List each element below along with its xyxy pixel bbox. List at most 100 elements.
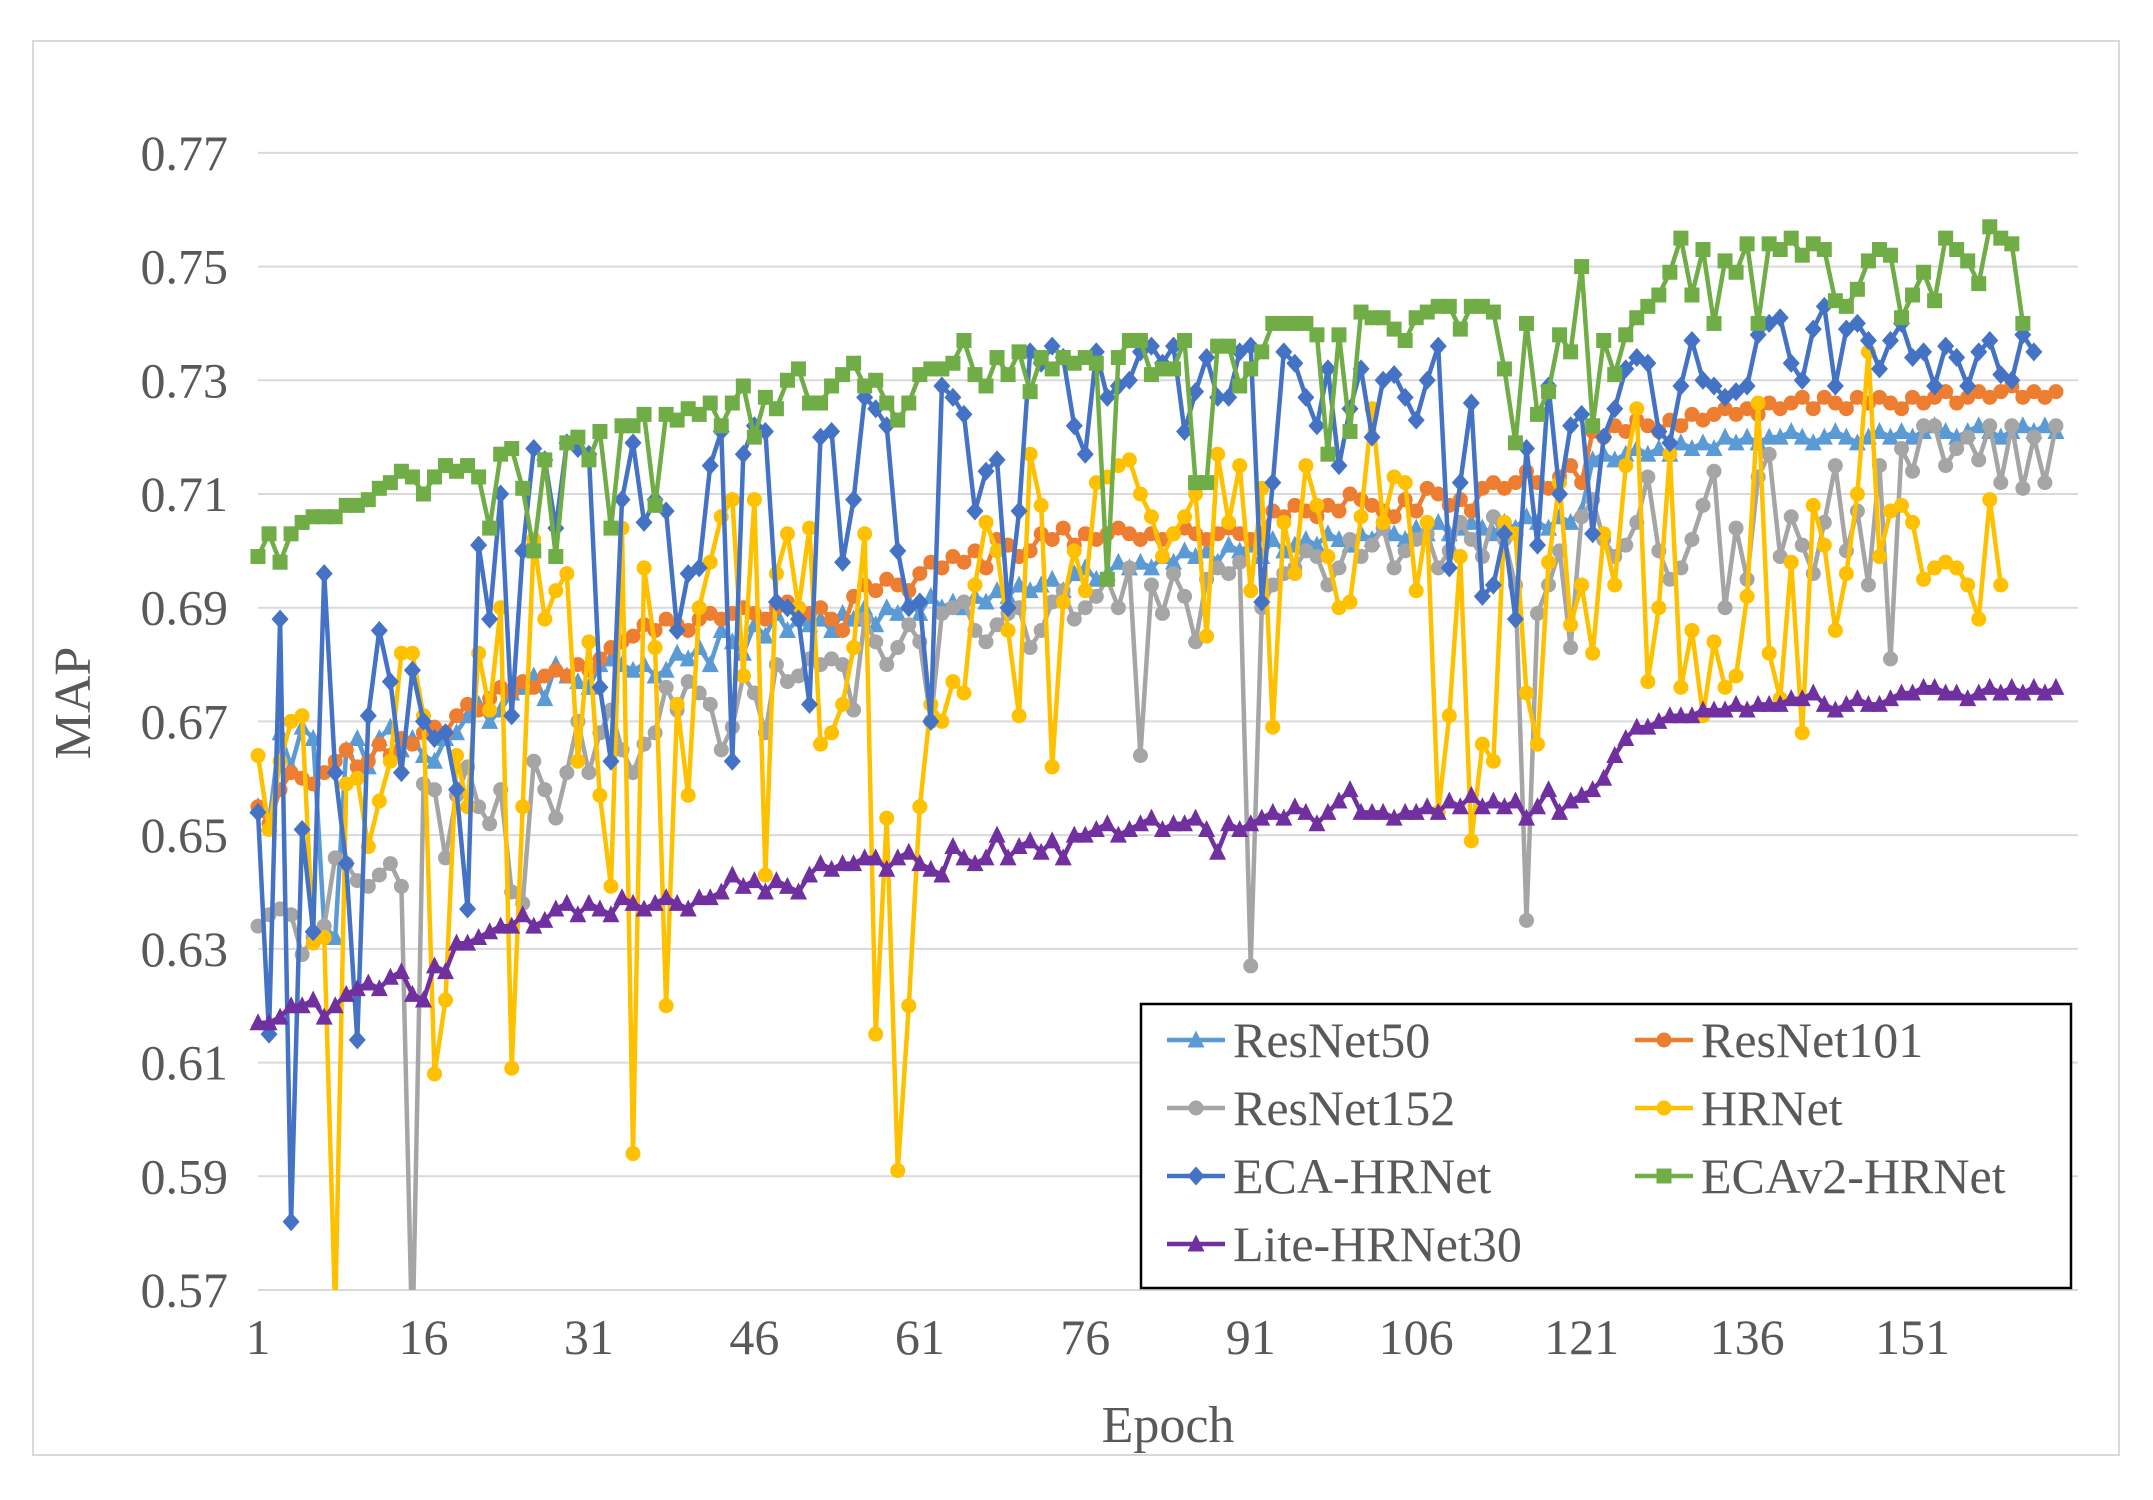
data-point xyxy=(349,770,365,786)
data-point xyxy=(1330,791,1348,809)
legend-label: ECA-HRNet xyxy=(1233,1148,1491,1204)
data-point xyxy=(1419,514,1435,530)
data-point xyxy=(1739,588,1755,604)
data-point xyxy=(459,899,477,919)
data-point xyxy=(701,888,719,906)
data-point xyxy=(1419,480,1435,496)
data-point xyxy=(460,696,476,712)
data-point xyxy=(1993,577,2009,593)
data-point xyxy=(835,696,851,712)
data-point xyxy=(1541,480,1557,496)
data-point xyxy=(326,927,344,945)
data-point xyxy=(922,859,940,877)
data-point xyxy=(315,564,333,584)
data-point xyxy=(756,626,774,644)
data-point xyxy=(934,713,950,729)
data-point xyxy=(569,905,587,923)
data-point xyxy=(823,421,841,441)
data-point xyxy=(1375,310,1391,326)
data-point xyxy=(404,469,420,485)
data-point xyxy=(1033,497,1049,513)
data-point xyxy=(690,558,708,578)
data-point xyxy=(328,1305,343,1320)
data-point xyxy=(1640,674,1656,690)
data-point xyxy=(1507,435,1523,451)
data-point xyxy=(1982,389,1998,405)
data-point xyxy=(813,395,829,411)
data-point xyxy=(1673,418,1689,434)
data-point xyxy=(901,998,917,1014)
data-point xyxy=(834,854,852,872)
data-point xyxy=(1716,700,1734,718)
data-point xyxy=(1970,416,1988,434)
data-point xyxy=(955,404,973,424)
data-point xyxy=(1011,708,1027,724)
data-point xyxy=(835,657,851,673)
data-point xyxy=(1904,683,1922,701)
data-point xyxy=(778,876,796,894)
data-point xyxy=(1948,683,1966,701)
legend-item-ecav2-hrnet: ECAv2-HRNet xyxy=(1635,1148,2006,1204)
data-point xyxy=(1496,514,1512,530)
data-point xyxy=(1518,912,1534,928)
data-point xyxy=(381,967,399,985)
data-point xyxy=(1220,814,1238,832)
data-point xyxy=(1815,694,1833,712)
data-point xyxy=(1640,298,1656,314)
data-point xyxy=(1838,566,1854,582)
data-point xyxy=(1287,566,1303,582)
data-point xyxy=(1882,651,1898,667)
data-point xyxy=(1286,353,1304,373)
data-point xyxy=(481,609,499,629)
data-point xyxy=(1088,355,1104,371)
data-point xyxy=(1165,552,1183,570)
data-point xyxy=(503,916,521,934)
data-point xyxy=(1044,594,1060,610)
data-point xyxy=(1938,230,1954,246)
data-point xyxy=(724,395,740,411)
data-point xyxy=(1584,524,1602,544)
legend-label: ResNet50 xyxy=(1233,1012,1430,1068)
data-point xyxy=(2004,236,2020,252)
data-point xyxy=(889,603,907,621)
data-point xyxy=(734,444,752,464)
data-point xyxy=(1661,706,1679,724)
data-point xyxy=(712,620,730,638)
data-point xyxy=(1098,387,1116,407)
data-point xyxy=(1949,560,1965,576)
legend-label: HRNet xyxy=(1701,1080,1843,1136)
data-point xyxy=(1783,509,1799,525)
data-point xyxy=(1772,549,1788,565)
data-point xyxy=(1893,421,1911,439)
data-point xyxy=(1794,537,1810,553)
x-axis-ticks: 1 16 31 46 61 76 91 106 121 136 151 xyxy=(246,1309,1951,1365)
data-point xyxy=(1915,677,1933,695)
data-point xyxy=(1805,401,1821,417)
data-point xyxy=(1485,475,1501,491)
data-point xyxy=(1881,330,1899,350)
data-point xyxy=(1054,848,1072,866)
data-point xyxy=(249,1013,267,1031)
x-tick-label: 46 xyxy=(729,1309,779,1365)
data-point xyxy=(1562,512,1580,530)
data-point xyxy=(1021,831,1039,849)
data-point xyxy=(724,492,740,508)
data-point xyxy=(868,1026,884,1042)
x-tick-label: 106 xyxy=(1379,1309,1454,1365)
data-point xyxy=(1408,503,1424,519)
data-point xyxy=(1927,560,1943,576)
data-point xyxy=(1110,520,1126,536)
data-point xyxy=(1386,321,1402,337)
data-point xyxy=(1640,469,1656,485)
data-point xyxy=(679,899,697,917)
data-point xyxy=(1286,797,1304,815)
data-point xyxy=(261,526,277,542)
data-point xyxy=(482,520,498,536)
data-point xyxy=(1131,814,1149,832)
data-point xyxy=(1662,446,1678,462)
data-point xyxy=(515,799,531,815)
data-point xyxy=(1695,242,1711,258)
x-axis-title: Epoch xyxy=(1102,1397,1235,1454)
data-point xyxy=(2014,683,2032,701)
legend-marker xyxy=(1656,1032,1672,1048)
